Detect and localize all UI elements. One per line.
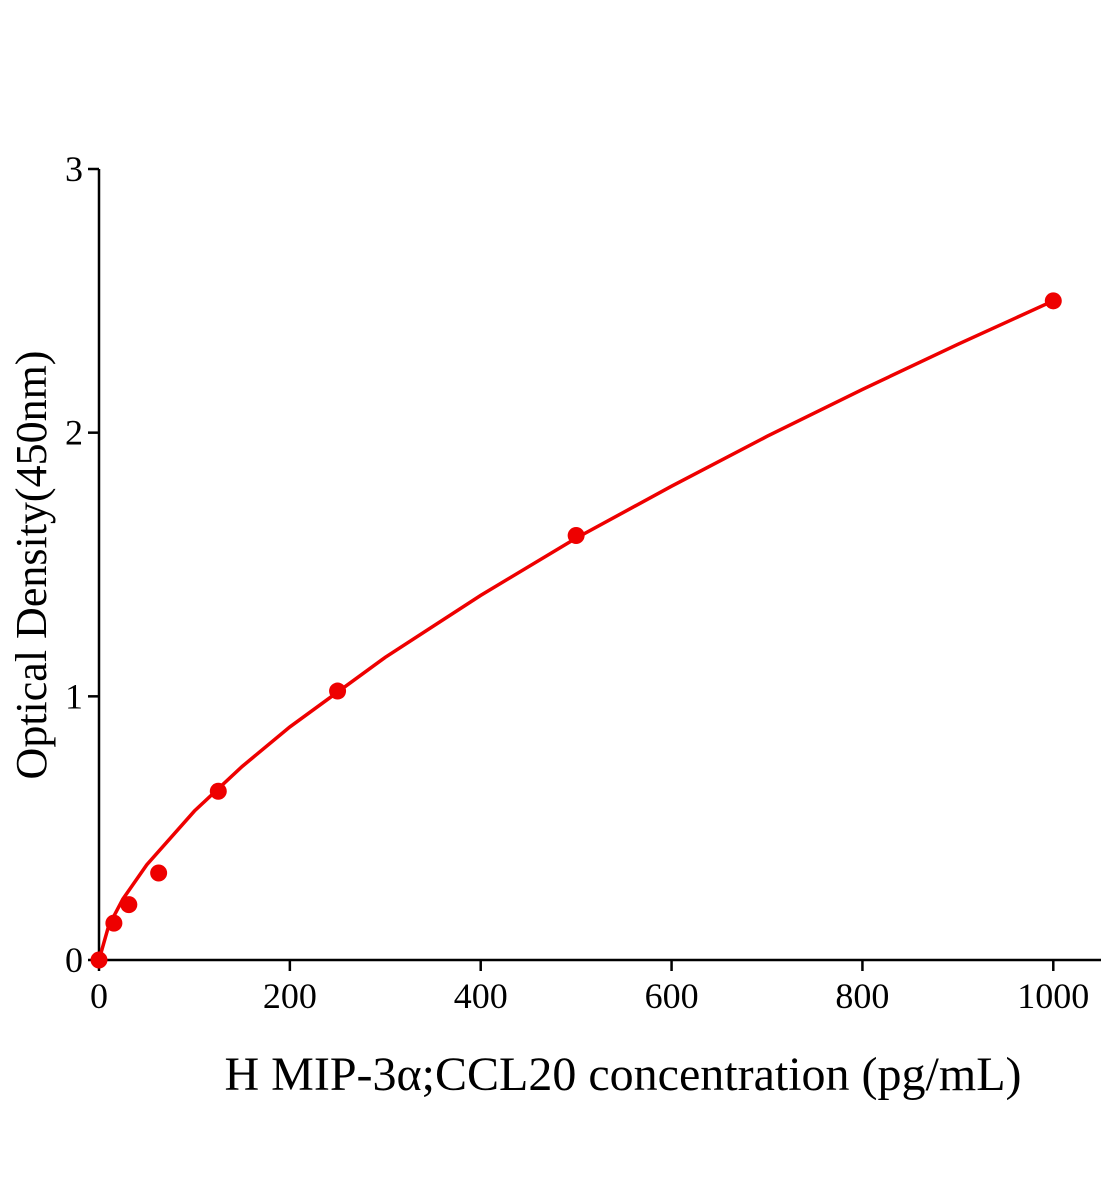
- data-point: [1044, 292, 1062, 310]
- x-tick-label: 0: [90, 976, 108, 1016]
- x-tick-label: 400: [454, 976, 508, 1016]
- data-point: [150, 864, 168, 882]
- data-point: [105, 914, 123, 932]
- x-tick-label: 1000: [1017, 976, 1089, 1016]
- data-point: [329, 682, 347, 700]
- y-tick-label: 0: [65, 940, 83, 980]
- data-point: [567, 526, 585, 544]
- x-tick-label: 800: [835, 976, 889, 1016]
- data-point: [90, 951, 108, 969]
- y-tick-label: 2: [65, 413, 83, 453]
- x-tick-label: 600: [645, 976, 699, 1016]
- y-tick-label: 1: [65, 676, 83, 716]
- x-tick-label: 200: [263, 976, 317, 1016]
- y-axis-title: Optical Density(450nm): [7, 351, 56, 780]
- data-point: [120, 896, 138, 914]
- data-point: [209, 782, 227, 800]
- fit-curve: [97, 299, 1055, 961]
- x-axis-title: H MIP-3α;CCL20 concentration (pg/mL): [224, 1048, 1021, 1101]
- y-tick-label: 3: [65, 149, 83, 189]
